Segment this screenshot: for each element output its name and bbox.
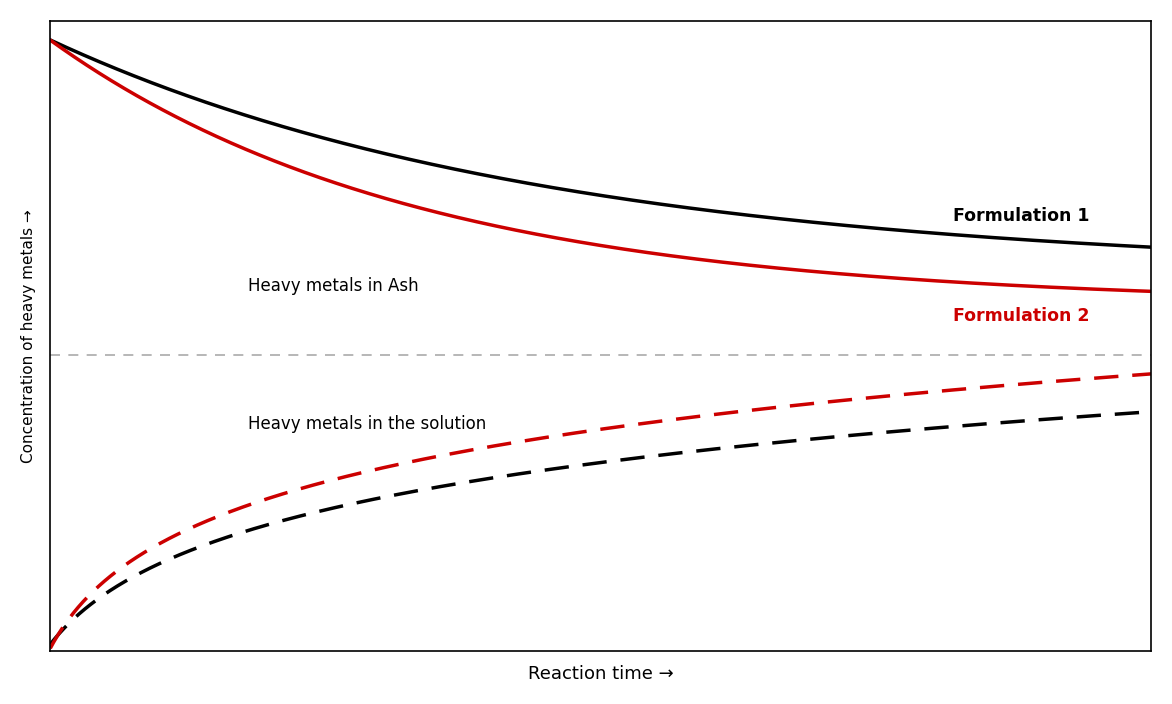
Text: Heavy metals in the solution: Heavy metals in the solution <box>248 415 486 434</box>
Text: Formulation 2: Formulation 2 <box>953 307 1090 325</box>
X-axis label: Reaction time →: Reaction time → <box>527 665 674 683</box>
Text: Formulation 1: Formulation 1 <box>953 207 1090 225</box>
Text: Heavy metals in Ash: Heavy metals in Ash <box>248 277 418 294</box>
Y-axis label: Concentration of heavy metals →: Concentration of heavy metals → <box>21 209 36 463</box>
